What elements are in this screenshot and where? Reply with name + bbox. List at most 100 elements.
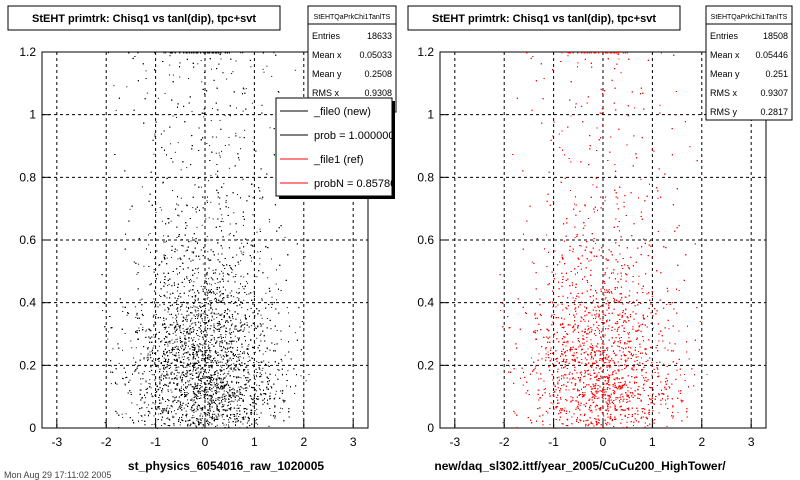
- data-point: [194, 306, 196, 308]
- data-point: [248, 331, 250, 333]
- data-point: [177, 304, 179, 305]
- data-point: [257, 326, 258, 328]
- data-point: [240, 319, 241, 321]
- data-point: [189, 365, 191, 367]
- data-point: [256, 376, 258, 378]
- data-point: [108, 331, 109, 333]
- data-point: [243, 395, 245, 396]
- data-point: [247, 420, 249, 422]
- data-point: [260, 361, 262, 363]
- data-point: [221, 370, 223, 372]
- data-point: [276, 269, 277, 271]
- data-point: [154, 361, 156, 363]
- data-point: [122, 306, 124, 308]
- data-point: [193, 337, 195, 339]
- data-point: [149, 386, 151, 387]
- data-point: [164, 92, 166, 94]
- data-point: [243, 351, 245, 353]
- data-point: [236, 341, 238, 343]
- data-point: [218, 403, 220, 405]
- data-point: [179, 375, 181, 377]
- data-point: [248, 344, 250, 346]
- data-point: [197, 63, 199, 65]
- data-point: [180, 197, 182, 199]
- data-point: [168, 309, 170, 311]
- data-point: [294, 332, 296, 334]
- data-point: [215, 418, 216, 420]
- data-point: [225, 363, 227, 364]
- data-point: [211, 284, 212, 286]
- data-point: [193, 354, 195, 356]
- data-point: [166, 297, 168, 299]
- data-point: [195, 353, 197, 355]
- data-point: [230, 414, 232, 416]
- data-point: [221, 361, 223, 363]
- data-point: [246, 413, 248, 415]
- data-point: [202, 263, 204, 265]
- data-point: [207, 377, 209, 379]
- data-point: [169, 64, 171, 66]
- data-point: [180, 391, 182, 393]
- data-point: [244, 327, 246, 329]
- data-point: [231, 380, 233, 382]
- data-point: [110, 383, 112, 385]
- data-point: [261, 369, 263, 371]
- data-point: [198, 348, 200, 350]
- data-point: [172, 333, 174, 334]
- data-point: [180, 342, 181, 344]
- data-point: [171, 305, 173, 306]
- data-point: [122, 417, 124, 418]
- data-point: [200, 394, 202, 396]
- data-point: [171, 352, 173, 353]
- data-point: [228, 419, 229, 421]
- data-point: [145, 329, 147, 331]
- data-point: [196, 241, 198, 243]
- data-point: [230, 407, 232, 408]
- data-point: [165, 401, 166, 402]
- data-point: [196, 277, 198, 279]
- data-point: [135, 347, 137, 349]
- data-point: [147, 414, 149, 416]
- data-point: [213, 382, 215, 384]
- data-point: [175, 334, 177, 336]
- data-point: [197, 351, 199, 353]
- data-point: [194, 387, 196, 389]
- data-point: [175, 367, 177, 369]
- data-point: [211, 108, 213, 109]
- data-point: [211, 344, 213, 346]
- data-point: [256, 408, 258, 410]
- data-point: [223, 390, 225, 392]
- data-point: [235, 325, 237, 326]
- data-point: [194, 366, 196, 368]
- data-point: [176, 402, 178, 403]
- data-point: [206, 414, 208, 416]
- data-point: [169, 351, 171, 353]
- data-point: [208, 372, 210, 373]
- data-point: [125, 377, 127, 379]
- data-point: [209, 389, 211, 391]
- data-point: [206, 322, 208, 323]
- data-point: [254, 351, 256, 353]
- data-point: [140, 383, 142, 385]
- data-point: [243, 299, 245, 301]
- data-point: [252, 357, 254, 359]
- data-point: [178, 354, 180, 356]
- data-point: [226, 405, 228, 407]
- data-point: [185, 317, 187, 319]
- data-point: [213, 378, 215, 380]
- data-point: [240, 391, 241, 393]
- data-point: [193, 363, 195, 365]
- data-point: [268, 219, 270, 220]
- data-point: [205, 218, 207, 220]
- data-point: [134, 306, 136, 308]
- data-point: [261, 198, 263, 200]
- data-point: [199, 258, 201, 260]
- data-point: [158, 413, 160, 415]
- data-point: [193, 386, 195, 388]
- data-point: [208, 278, 210, 280]
- data-point: [176, 116, 177, 118]
- data-point: [161, 373, 163, 375]
- data-point: [224, 398, 225, 400]
- data-point: [299, 326, 301, 328]
- data-point: [233, 355, 235, 357]
